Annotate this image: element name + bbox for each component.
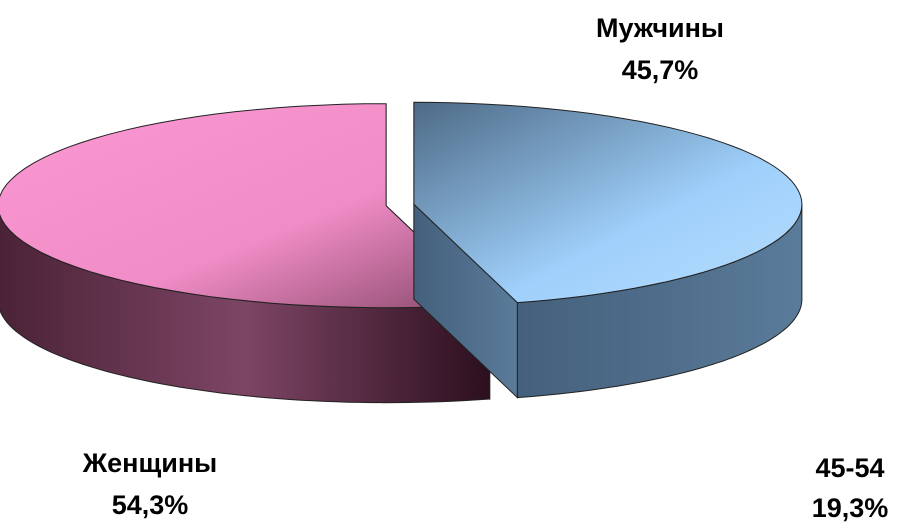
annotation: 45-54 [815, 453, 884, 483]
slice-top [0, 103, 491, 309]
slice-label: Мужчины [596, 13, 724, 43]
slice-top [413, 101, 803, 304]
slice-value-label: 45,7% [622, 55, 699, 85]
annotation: 19,3% [812, 493, 889, 523]
slice-value-label: 54,3% [112, 490, 189, 520]
slice-label: Женщины [82, 448, 217, 478]
